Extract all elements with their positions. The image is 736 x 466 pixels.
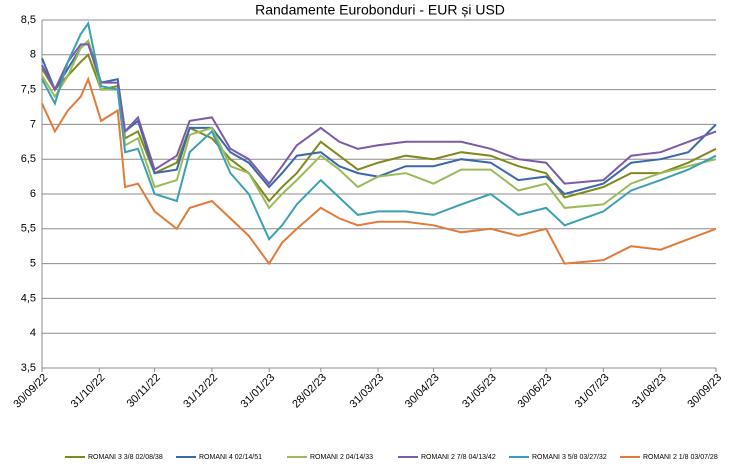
x-tick-label: 30/09/22 [11,372,50,411]
y-tick-label: 8 [30,49,36,61]
legend-label: ROMANI 3 5/8 03/27/32 [532,454,607,461]
series-line [41,39,717,210]
series-line [41,43,717,186]
legend-label: ROMANI 4 02/14/51 [199,454,262,461]
series-line [41,21,717,241]
y-tick-label: 5,5 [21,223,36,235]
x-tick-label: 31/01/23 [239,372,278,411]
series-line [41,53,717,203]
x-tick-label: 31/12/22 [181,372,220,411]
x-tick-label: 31/10/22 [69,372,108,411]
x-tick-label: 31/03/23 [347,372,386,411]
y-tick-label: 6,5 [21,153,36,165]
legend-label: ROMANI 2 7/8 04/13/42 [421,454,496,461]
x-tick-label: 30/04/23 [403,372,442,411]
y-tick-label: 7 [30,118,36,130]
x-tick-label: 30/11/22 [125,372,163,410]
y-tick-label: 3,5 [21,362,36,374]
y-tick-label: 7,5 [21,84,36,96]
y-tick-label: 4 [30,327,36,339]
legend: ROMANI 3 3/8 02/08/38 ROMANI 4 02/14/51 RO… [65,454,718,461]
x-tick-label: 31/08/23 [630,372,669,411]
y-tick-label: 5 [30,258,36,270]
y-tick-label: 4,5 [21,292,36,304]
legend-label: ROMANI 2 04/14/33 [310,454,373,461]
x-tick-label: 28/02/23 [290,372,329,411]
x-tick-label: 31/07/23 [573,372,612,411]
y-tick-label: 8,5 [21,14,36,26]
legend-label: ROMANI 3 3/8 02/08/38 [88,454,163,461]
x-tick-label: 31/05/23 [460,372,499,411]
chart-title: Randamente Eurobonduri - EUR și USD [255,2,505,18]
x-tick-label: 30/09/23 [685,372,724,411]
series-line [41,39,717,196]
x-tick-label: 30/06/23 [516,372,555,411]
legend-label: ROMANI 2 1/8 03/07/28 [643,454,718,461]
series-line [41,76,717,266]
y-tick-label: 6 [30,188,36,200]
